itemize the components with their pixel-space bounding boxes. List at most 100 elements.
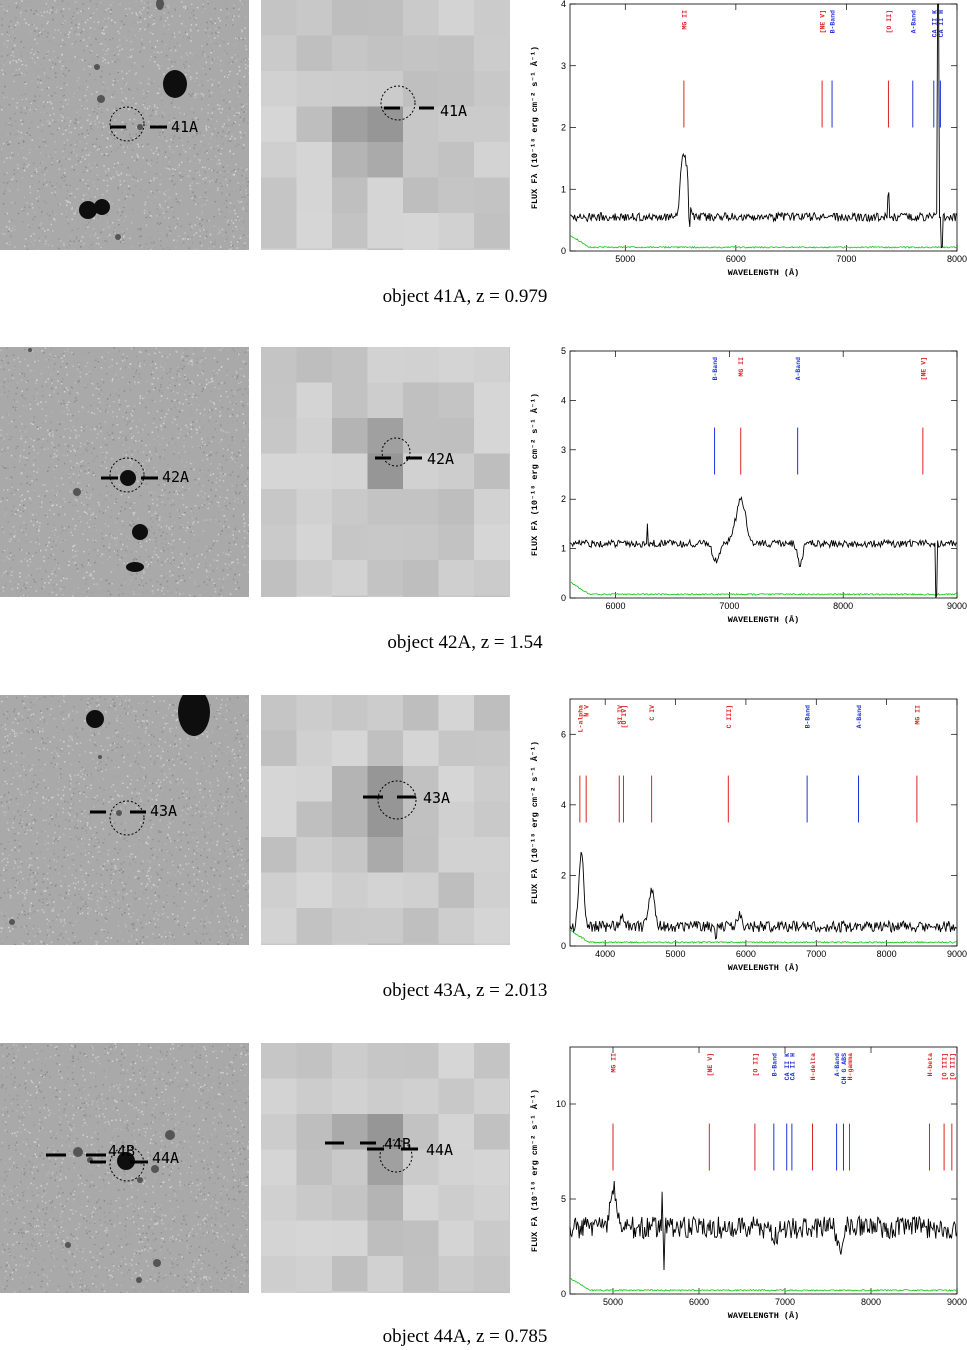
source-blob xyxy=(178,695,210,736)
line-label: [NE V] xyxy=(707,1053,714,1076)
line-label: L-alpha xyxy=(577,705,584,732)
source-label: 44B xyxy=(384,1135,411,1153)
source-blob xyxy=(94,64,100,70)
source-blob xyxy=(120,470,136,486)
error-circle xyxy=(109,106,145,142)
spectrum-42A: 6000 7000 8000 9000 0 1 2 3 4 5 WAVELENGTH (Å) FLUX… xyxy=(529,347,967,625)
source-blob xyxy=(73,1147,83,1157)
y-axis-label: FLUX Fλ (10⁻¹⁸ erg cm⁻² s⁻¹ Å⁻¹) xyxy=(529,393,540,556)
y-tick-label: 1 xyxy=(561,184,566,194)
optical-image-41A: 41A xyxy=(0,0,249,250)
x-tick-label: 6000 xyxy=(606,601,626,611)
x-tick-label: 4000 xyxy=(595,949,615,959)
plot-frame xyxy=(569,3,958,252)
line-label: H-gamma xyxy=(847,1053,854,1080)
x-tick-label: 5000 xyxy=(615,254,635,264)
x-tick-label: 6000 xyxy=(726,254,746,264)
source-label: 42A xyxy=(162,468,189,486)
y-tick-label: 0 xyxy=(561,246,566,256)
plot-frame xyxy=(569,1046,958,1295)
source-blob xyxy=(94,199,110,215)
spectrum-41A: 5000 6000 7000 8000 0 1 2 3 4 WAVELENGTH (Å) FLUX … xyxy=(529,0,967,278)
source-blob xyxy=(28,348,32,352)
y-axis-label: FLUX Fλ (10⁻¹⁸ erg cm⁻² s⁻¹ Å⁻¹) xyxy=(529,741,540,904)
line-label: MG II xyxy=(681,10,688,30)
flux-spectrum-line xyxy=(569,3,958,249)
source-blob xyxy=(136,1277,142,1283)
line-label: A-Band xyxy=(910,10,917,34)
y-tick-label: 4 xyxy=(561,800,566,810)
x-tick-label: 5000 xyxy=(603,1297,623,1307)
error-circle xyxy=(381,437,411,467)
source-blob xyxy=(73,488,81,496)
source-blob xyxy=(153,1259,161,1267)
source-label: 44B xyxy=(108,1142,135,1160)
source-blob xyxy=(156,0,164,10)
x-tick-label: 9000 xyxy=(947,949,967,959)
source-label: 44A xyxy=(152,1149,179,1167)
plot-frame xyxy=(569,350,958,599)
spectrum-43A: 4000 5000 6000 7000 8000 9000 0 2 4 6 WAVELENGTH (… xyxy=(529,698,967,973)
flux-spectrum-line xyxy=(569,851,958,940)
error-circle xyxy=(109,1146,145,1182)
line-label: SI IV xyxy=(617,705,624,725)
noise-spectrum-line xyxy=(569,1276,958,1292)
caption-44A: object 44A, z = 0.785 xyxy=(382,1326,548,1347)
x-axis-label: WAVELENGTH (Å) xyxy=(728,1310,799,1321)
y-tick-label: 1 xyxy=(561,544,566,554)
source-blob xyxy=(97,95,105,103)
line-label: C III] xyxy=(726,705,733,728)
line-label: CA II K xyxy=(784,1053,791,1080)
caption-41A: object 41A, z = 0.979 xyxy=(382,286,548,307)
line-label: A-Band xyxy=(856,705,863,729)
y-axis-label: FLUX Fλ (10⁻¹⁸ erg cm⁻² s⁻¹ Å⁻¹) xyxy=(529,1089,540,1252)
x-tick-label: 7000 xyxy=(775,1297,795,1307)
source-blob xyxy=(132,524,148,540)
x-axis-label: WAVELENGTH (Å) xyxy=(728,614,799,625)
line-label: A-Band xyxy=(795,357,802,381)
source-blob xyxy=(151,1165,159,1173)
y-tick-label: 6 xyxy=(561,729,566,739)
x-tick-label: 9000 xyxy=(947,601,967,611)
source-blob xyxy=(165,1130,175,1140)
flux-spectrum-line xyxy=(569,1180,958,1271)
error-circle xyxy=(380,85,416,121)
xray-image-43A: 43A xyxy=(261,695,510,945)
line-label: B-Band xyxy=(712,357,719,381)
object-row-41A: 41A 41A 5000 6000 7000 8000 0 1 2 3 4 WAVELENGTH … xyxy=(0,0,967,307)
y-tick-label: 0 xyxy=(561,593,566,603)
line-label: B-Band xyxy=(771,1053,778,1077)
line-label: C IV xyxy=(649,705,656,721)
line-label: B-Band xyxy=(830,10,837,34)
y-tick-label: 2 xyxy=(561,870,566,880)
y-tick-label: 5 xyxy=(561,347,566,356)
line-label: MG II xyxy=(738,357,745,377)
line-label: [O III] xyxy=(942,1053,949,1080)
object-row-43A: 43A 43A 4000 5000 6000 7000 8000 9000 0 2 4 6 WAVE… xyxy=(0,695,967,1001)
source-blob xyxy=(9,919,15,925)
x-tick-label: 6000 xyxy=(736,949,756,959)
x-axis-label: WAVELENGTH (Å) xyxy=(728,962,799,973)
x-tick-label: 8000 xyxy=(877,949,897,959)
error-circle xyxy=(109,800,145,836)
optical-image-43A: 43A xyxy=(0,695,249,945)
line-label: [NE V] xyxy=(920,357,927,380)
source-blob xyxy=(137,1177,143,1183)
line-label: [O II] xyxy=(886,10,893,33)
caption-43A: object 43A, z = 2.013 xyxy=(382,980,548,1001)
plot-frame xyxy=(569,698,958,947)
line-label: B-Band xyxy=(805,705,812,729)
line-label: A-Band xyxy=(834,1053,841,1077)
y-tick-label: 4 xyxy=(561,0,566,9)
optical-image-44A: 44B 44A xyxy=(0,1043,249,1293)
line-label: CA II K xyxy=(931,10,938,37)
xray-image-42A: 42A xyxy=(261,347,510,597)
y-tick-label: 10 xyxy=(556,1099,566,1109)
y-tick-label: 0 xyxy=(561,941,566,951)
source-blob xyxy=(65,1242,71,1248)
source-label: 43A xyxy=(150,802,177,820)
source-label: 41A xyxy=(440,102,467,120)
y-tick-label: 4 xyxy=(561,395,566,405)
line-label: H-delta xyxy=(810,1053,817,1080)
noise-spectrum-line xyxy=(569,929,958,944)
